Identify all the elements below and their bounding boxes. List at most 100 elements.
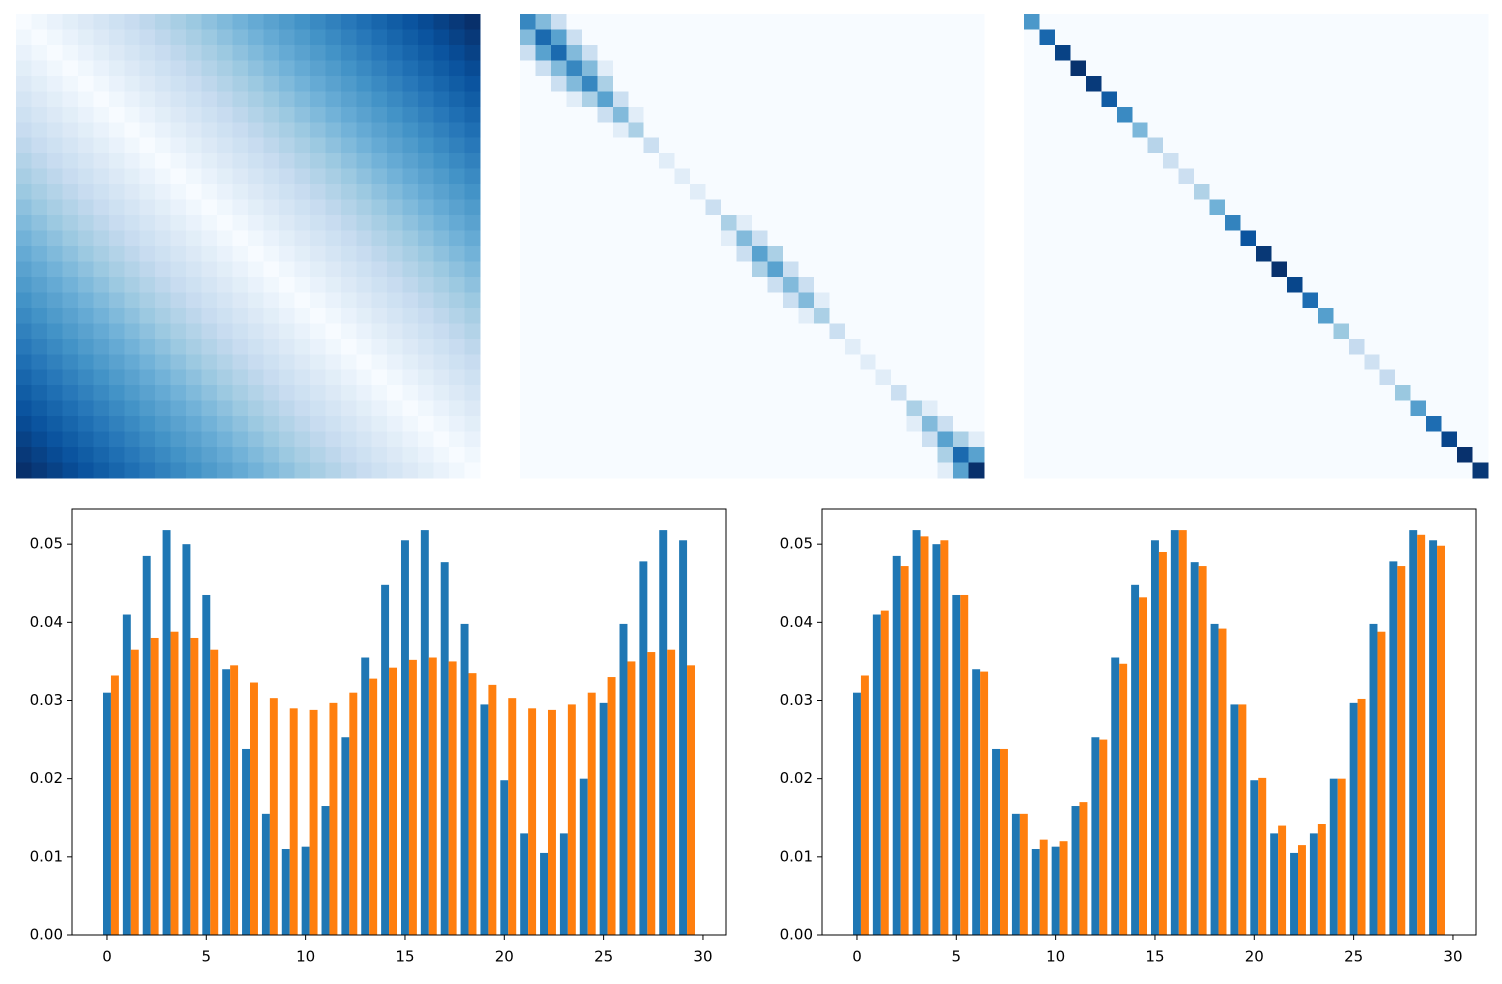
- heatmap-cell: [968, 385, 985, 402]
- heatmap-cell: [520, 29, 537, 46]
- heatmap-cell: [674, 184, 691, 201]
- heatmap-cell: [232, 292, 249, 309]
- heatmap-cell: [1054, 153, 1071, 170]
- heatmap-cell: [201, 137, 218, 154]
- heatmap-cell: [371, 354, 388, 371]
- heatmap-cell: [798, 153, 815, 170]
- heatmap-cell: [1302, 14, 1319, 31]
- heatmap-cell: [1302, 447, 1319, 464]
- heatmap-cell: [155, 354, 172, 371]
- heatmap-cell: [402, 168, 419, 185]
- heatmap-cell: [612, 416, 629, 433]
- heatmap-cell: [1457, 230, 1474, 247]
- heatmap-cell: [278, 153, 295, 170]
- heatmap-cell: [782, 431, 799, 448]
- heatmap-cell: [387, 307, 404, 324]
- heatmap-cell: [1271, 323, 1288, 340]
- heatmap-cell: [1364, 369, 1381, 386]
- bar: [1031, 849, 1040, 935]
- heatmap-cell: [581, 307, 598, 324]
- heatmap-cell: [356, 307, 373, 324]
- heatmap-cell: [875, 354, 892, 371]
- heatmap-cell: [1348, 292, 1365, 309]
- heatmap-cell: [294, 106, 311, 123]
- heatmap-cell: [813, 369, 830, 386]
- heatmap-cell: [1410, 354, 1427, 371]
- heatmap-cell: [1379, 184, 1396, 201]
- heatmap-cell: [1379, 276, 1396, 293]
- heatmap-cell: [1116, 246, 1133, 263]
- heatmap-cell: [782, 292, 799, 309]
- y-tick-label: 0.05: [780, 535, 813, 553]
- heatmap-cell: [402, 276, 419, 293]
- heatmap-cell: [1317, 137, 1334, 154]
- heatmap-cell: [1302, 246, 1319, 263]
- heatmap-cell: [1054, 60, 1071, 77]
- heatmap-cell: [1178, 75, 1195, 92]
- heatmap-cell: [1147, 354, 1164, 371]
- heatmap-cell: [597, 60, 614, 77]
- heatmap-cell: [1426, 400, 1443, 417]
- heatmap-cell: [1302, 276, 1319, 293]
- heatmap-cell: [1132, 106, 1149, 123]
- heatmap-cell: [1085, 44, 1102, 61]
- heatmap-cell: [1039, 122, 1056, 139]
- heatmap-cell: [1039, 416, 1056, 433]
- bar: [1051, 846, 1060, 935]
- heatmap-cell: [659, 431, 676, 448]
- heatmap-cell: [433, 416, 450, 433]
- heatmap-cell: [1101, 106, 1118, 123]
- heatmap-cell: [77, 385, 94, 402]
- heatmap-cell: [813, 44, 830, 61]
- heatmap-cell: [340, 184, 357, 201]
- heatmap-cell: [464, 400, 481, 417]
- heatmap-cell: [891, 168, 908, 185]
- heatmap-cell: [1085, 276, 1102, 293]
- heatmap-cell: [93, 323, 110, 340]
- heatmap-cell: [77, 261, 94, 278]
- heatmap-cell: [1209, 416, 1226, 433]
- heatmap-cell: [1024, 447, 1041, 464]
- heatmap-cell: [659, 199, 676, 216]
- heatmap-cell: [1147, 431, 1164, 448]
- heatmap-cell: [891, 44, 908, 61]
- heatmap-cell: [1024, 246, 1041, 263]
- heatmap-cell: [968, 29, 985, 46]
- heatmap-cell: [263, 230, 280, 247]
- heatmap-cell: [891, 29, 908, 46]
- heatmap-cell: [906, 431, 923, 448]
- heatmap-cell: [1178, 153, 1195, 170]
- heatmap-cell: [1302, 354, 1319, 371]
- heatmap-cell: [860, 261, 877, 278]
- heatmap-cell: [628, 416, 645, 433]
- heatmap-cell: [906, 168, 923, 185]
- heatmap-cell: [643, 14, 660, 31]
- heatmap-cell: [798, 246, 815, 263]
- heatmap-cell: [263, 416, 280, 433]
- heatmap-cell: [232, 338, 249, 355]
- heatmap-cell: [736, 75, 753, 92]
- heatmap-cell: [535, 416, 552, 433]
- heatmap-cell: [1070, 14, 1087, 31]
- heatmap-cell: [1132, 323, 1149, 340]
- heatmap-cell: [1333, 106, 1350, 123]
- heatmap-cell: [1333, 338, 1350, 355]
- heatmap-cell: [356, 385, 373, 402]
- heatmap-cell: [1070, 230, 1087, 247]
- heatmap-cell: [535, 60, 552, 77]
- heatmap-cell: [46, 246, 63, 263]
- heatmap-cell: [1240, 369, 1257, 386]
- heatmap-cell: [550, 338, 567, 355]
- x-tick-label: 0: [102, 948, 112, 966]
- heatmap-cell: [1240, 416, 1257, 433]
- heatmap-cell: [139, 230, 156, 247]
- heatmap-cell: [860, 323, 877, 340]
- heatmap-cell: [263, 246, 280, 263]
- heatmap-cell: [674, 307, 691, 324]
- heatmap-cell: [1348, 246, 1365, 263]
- heatmap-cell: [721, 323, 738, 340]
- heatmap-cell: [217, 75, 234, 92]
- heatmap-cell: [464, 44, 481, 61]
- heatmap-cell: [356, 447, 373, 464]
- heatmap-cell: [248, 184, 265, 201]
